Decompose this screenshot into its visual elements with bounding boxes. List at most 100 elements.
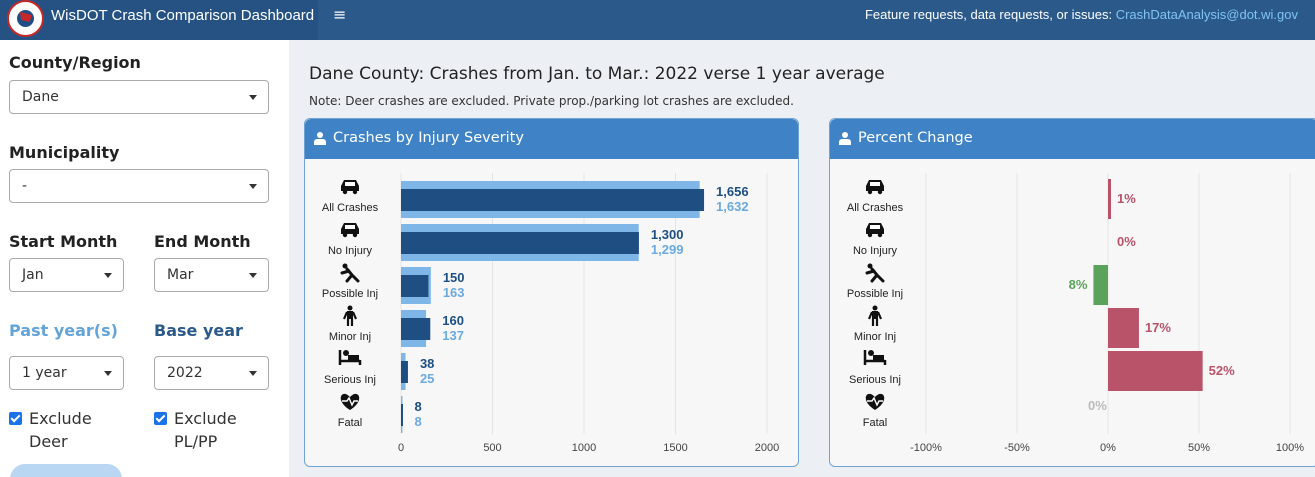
category-label: Serious Inj <box>324 374 376 386</box>
severity-panel-header: Crashes by Injury Severity <box>305 119 798 159</box>
percent-value-label: 0% <box>1088 398 1107 413</box>
feedback-text: Feature requests, data requests, or issu… <box>865 7 1298 22</box>
percent-panel-title: Percent Change <box>858 130 973 146</box>
category-label: No Injury <box>328 245 373 257</box>
menu-toggle-icon[interactable]: ≡ <box>333 5 347 24</box>
percent-value-label: 8% <box>1069 277 1088 292</box>
car-icon <box>341 223 359 238</box>
start-month-value: Jan <box>22 267 44 283</box>
submit-button[interactable] <box>10 464 122 477</box>
municipality-label: Municipality <box>9 143 120 162</box>
current-value-label: 1,656 <box>716 184 749 199</box>
x-tick-label: -100% <box>910 442 942 454</box>
percent-bar <box>1108 308 1139 348</box>
hospital-bed-icon <box>863 350 887 365</box>
category-label: Minor Inj <box>854 331 896 343</box>
base-year-select[interactable]: 2022 <box>154 356 269 390</box>
current-bar <box>401 361 408 383</box>
current-bar <box>401 189 705 211</box>
exclude-plpp-checkbox[interactable]: Exclude PL/PP <box>154 407 274 455</box>
feedback-label: Feature requests, data requests, or issu… <box>864 7 1116 22</box>
baseline-value-label: 8 <box>414 414 421 429</box>
percent-panel-header: Percent Change <box>830 119 1315 159</box>
start-month-label: Start Month <box>9 232 118 251</box>
county-select-value: Dane <box>22 89 59 105</box>
past-years-label: Past year(s) <box>9 321 118 340</box>
severity-panel-title: Crashes by Injury Severity <box>333 130 524 146</box>
severity-chart: 0 500 1000 1500 2000 All Crashes No Injury Poss… <box>322 173 779 454</box>
category-label: Fatal <box>338 417 362 429</box>
municipality-select[interactable]: - <box>9 169 269 203</box>
past-years-value: 1 year <box>22 365 67 381</box>
x-tick-label: 2000 <box>755 442 779 454</box>
person-falling-icon <box>865 263 885 283</box>
x-tick-label: 1500 <box>663 442 687 454</box>
baseline-value-label: 137 <box>442 328 464 343</box>
top-navbar: WisDOT Crash Comparison Dashboard ≡ Feat… <box>0 0 1315 40</box>
chevron-down-icon <box>249 184 257 189</box>
category-label: Fatal <box>863 417 887 429</box>
checkbox-checked-icon <box>154 412 167 425</box>
end-month-value: Mar <box>167 267 194 283</box>
exclude-deer-checkbox[interactable]: Exclude Deer <box>9 407 129 455</box>
municipality-select-value: - <box>22 178 28 194</box>
page-note: Note: Deer crashes are excluded. Private… <box>309 94 794 108</box>
percent-bar <box>1108 351 1203 391</box>
base-year-value: 2022 <box>167 365 203 381</box>
wisdot-logo <box>7 0 44 37</box>
percent-value-label: 0% <box>1117 234 1136 249</box>
car-icon <box>866 180 884 195</box>
current-bar <box>401 318 431 340</box>
category-label: All Crashes <box>322 202 379 214</box>
car-icon <box>341 180 359 195</box>
x-tick-label: -50% <box>1004 442 1030 454</box>
start-month-select[interactable]: Jan <box>9 258 124 292</box>
brand-area: WisDOT Crash Comparison Dashboard <box>0 0 318 40</box>
chevron-down-icon <box>249 273 257 278</box>
current-value-label: 160 <box>442 313 464 328</box>
category-label: No Injury <box>853 245 898 257</box>
chevron-down-icon <box>104 371 112 376</box>
end-month-select[interactable]: Mar <box>154 258 269 292</box>
person-falling-icon <box>340 263 360 283</box>
chevron-down-icon <box>249 95 257 100</box>
category-label: Minor Inj <box>329 331 371 343</box>
current-value-label: 150 <box>443 270 465 285</box>
percent-value-label: 1% <box>1117 191 1136 206</box>
person-standing-icon <box>867 305 883 326</box>
feedback-email-link[interactable]: CrashDataAnalysis@dot.wi.gov <box>1115 7 1298 22</box>
category-label: Possible Inj <box>847 288 903 300</box>
page-title: Dane County: Crashes from Jan. to Mar.: … <box>309 64 885 84</box>
heart-pulse-icon <box>340 393 360 410</box>
current-bar <box>401 232 639 254</box>
base-year-label: Base year <box>154 321 243 340</box>
exclude-deer-label: Exclude Deer <box>29 409 92 451</box>
current-value-label: 8 <box>414 399 421 414</box>
category-label: Possible Inj <box>322 288 378 300</box>
current-bar <box>401 404 403 426</box>
percent-panel: Percent Change -100% -50% 0% 50% 100% All Cra… <box>829 118 1315 467</box>
county-label: County/Region <box>9 53 141 72</box>
user-icon <box>314 132 326 145</box>
x-tick-label: 0 <box>398 442 404 454</box>
x-tick-label: 1000 <box>572 442 596 454</box>
x-tick-label: 0% <box>1100 442 1116 454</box>
current-value-label: 38 <box>420 356 434 371</box>
percent-change-chart: -100% -50% 0% 50% 100% All Crashes No Injury Po… <box>847 173 1304 454</box>
app-title: WisDOT Crash Comparison Dashboard <box>51 7 315 24</box>
x-tick-label: 50% <box>1188 442 1210 454</box>
current-bar <box>401 275 429 297</box>
exclude-plpp-label: Exclude PL/PP <box>174 409 237 451</box>
baseline-value-label: 25 <box>420 371 434 386</box>
person-standing-icon <box>342 305 358 326</box>
severity-panel: Crashes by Injury Severity 0 500 1000 1500 2… <box>304 118 799 467</box>
chevron-down-icon <box>249 371 257 376</box>
chevron-down-icon <box>104 273 112 278</box>
baseline-value-label: 1,299 <box>651 242 684 257</box>
county-select[interactable]: Dane <box>9 80 269 114</box>
heart-pulse-icon <box>865 393 885 410</box>
checkbox-checked-icon <box>9 412 22 425</box>
hospital-bed-icon <box>338 350 362 365</box>
past-years-select[interactable]: 1 year <box>9 356 124 390</box>
sidebar: County/Region Dane Municipality - Start … <box>0 40 289 477</box>
